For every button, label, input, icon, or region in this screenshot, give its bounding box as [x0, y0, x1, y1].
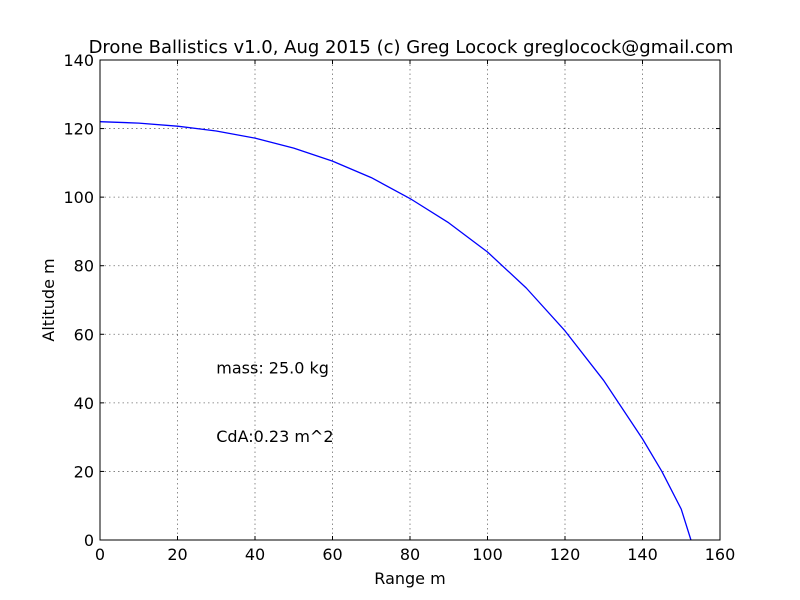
series-layer	[99, 121, 692, 541]
x-tick-label: 100	[472, 545, 503, 564]
y-axis-label: Altitude m	[39, 258, 58, 341]
y-tick-label: 60	[74, 325, 94, 344]
y-tick-label: 20	[74, 462, 94, 481]
y-tick-label: 100	[63, 188, 94, 207]
x-tick-label: 120	[550, 545, 581, 564]
x-tick-label: 140	[627, 545, 658, 564]
x-tick-label: 80	[400, 545, 420, 564]
y-tick-label: 140	[63, 51, 94, 70]
trajectory-line	[99, 121, 692, 541]
axis-ticks: 0 20 40 60 80 100 120 140 160 0 20 40 60 80 100 120 140	[63, 51, 735, 564]
x-axis-label: Range m	[374, 569, 445, 588]
annotation-text: mass: 25.0 kg	[216, 359, 329, 378]
x-tick-label: 40	[245, 545, 265, 564]
x-tick-label: 20	[167, 545, 187, 564]
y-tick-label: 80	[74, 257, 94, 276]
x-tick-label: 160	[705, 545, 736, 564]
chart-title: Drone Ballistics v1.0, Aug 2015 (c) Greg…	[89, 37, 734, 58]
grid-lines	[100, 60, 720, 540]
y-tick-label: 120	[63, 120, 94, 139]
y-tick-label: 0	[84, 531, 94, 550]
annotation-text: CdA:0.23 m^2	[216, 427, 333, 446]
x-tick-label: 0	[95, 545, 105, 564]
annotations: mass: 25.0 kg CdA:0.23 m^2	[216, 359, 333, 447]
x-tick-label: 60	[322, 545, 342, 564]
y-tick-label: 40	[74, 394, 94, 413]
